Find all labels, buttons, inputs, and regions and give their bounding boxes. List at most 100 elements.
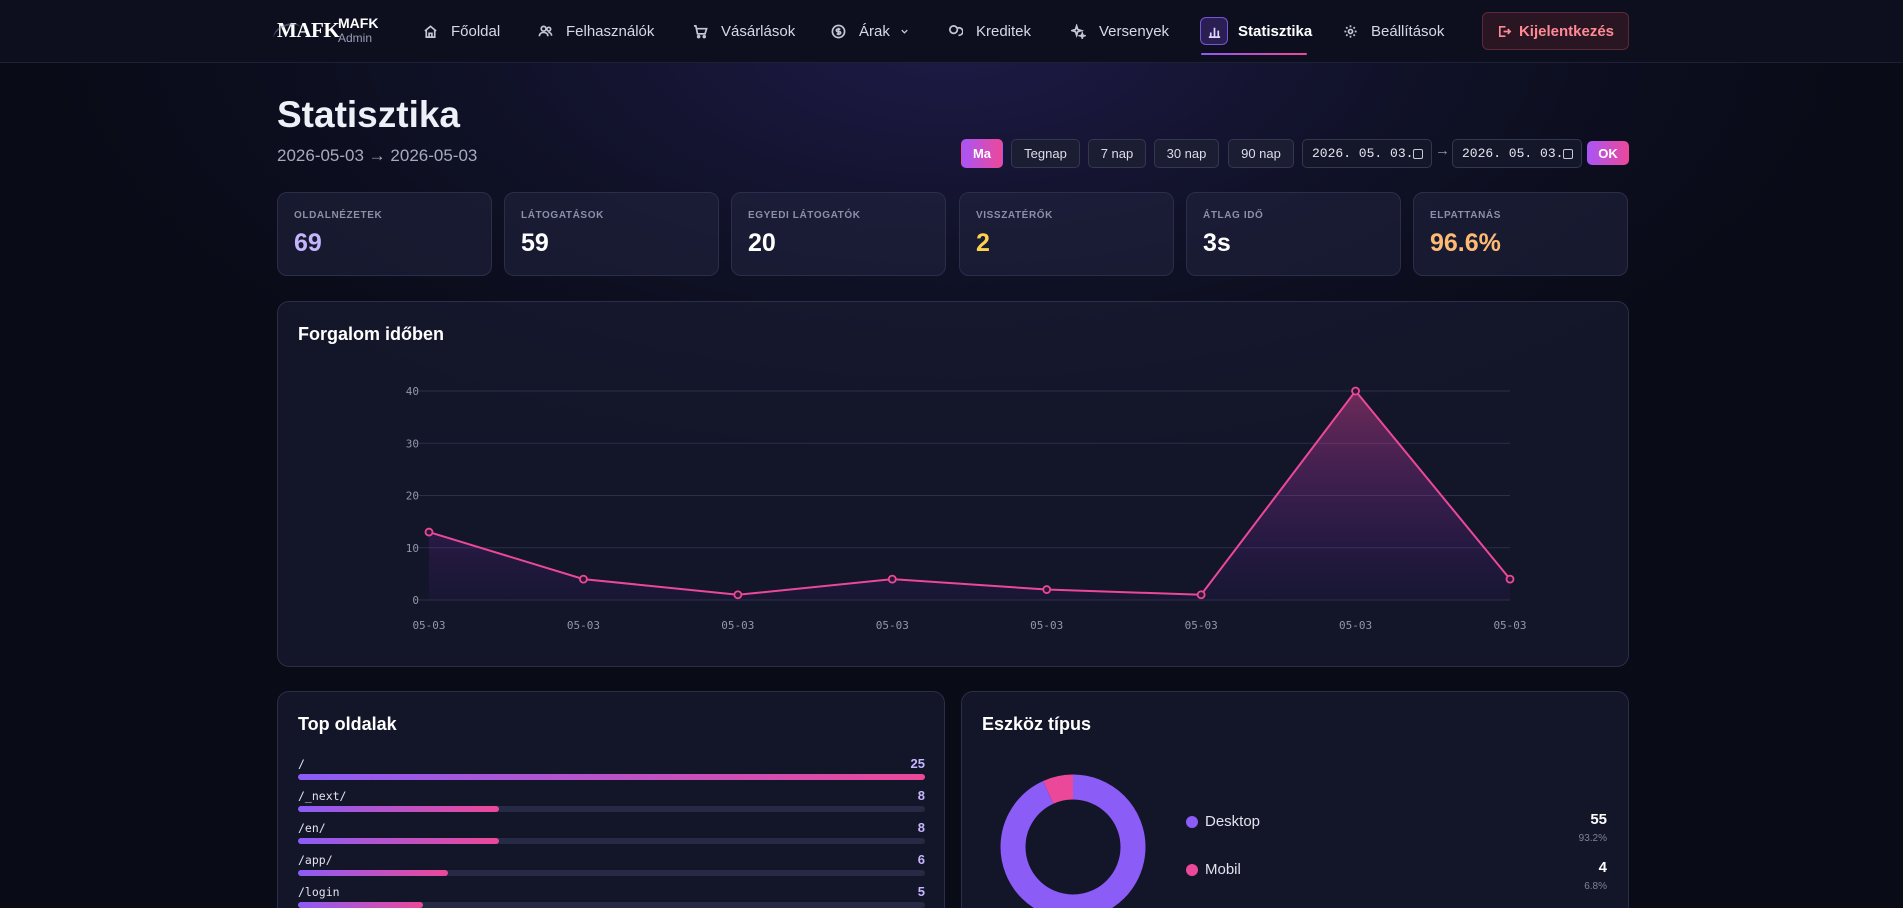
cart-icon: [693, 24, 708, 38]
nav-item-statistics[interactable]: Statisztika: [1200, 14, 1312, 48]
stat-value: 59: [521, 229, 549, 257]
progress-track: [298, 806, 925, 812]
progress-fill: [298, 902, 424, 908]
stat-label: OLDALNÉZETEK: [294, 210, 383, 221]
progress-track: [298, 902, 925, 908]
data-point[interactable]: [1351, 386, 1360, 396]
stat-value: 69: [294, 229, 322, 257]
progress-fill: [298, 806, 499, 812]
data-point[interactable]: [1042, 585, 1052, 594]
page-title: Statisztika: [277, 94, 461, 135]
stat-label: LÁTOGATÁSOK: [521, 210, 604, 221]
page-path: /en/: [298, 821, 326, 835]
nav-item-home[interactable]: Főoldal: [423, 14, 500, 48]
nav-item-prices[interactable]: Árak: [831, 14, 910, 48]
bar-chart-icon: [1208, 27, 1220, 38]
range-button-30-days[interactable]: 30 nap: [1154, 139, 1219, 168]
traffic-chart-panel: Forgalom időben 0 10 20 30 40 05-03 05-03 05-0…: [277, 301, 1629, 667]
nav-item-competitions[interactable]: Versenyek: [1071, 14, 1169, 48]
nav-item-users[interactable]: Felhasználók: [538, 14, 654, 48]
brand[interactable]: MAFK MAFK Admin: [277, 15, 378, 46]
home-icon: [424, 24, 437, 38]
progress-fill: [298, 774, 925, 780]
y-tick-label: 20: [406, 490, 419, 503]
page-count: 6: [917, 852, 925, 867]
device-legend-desktop: Desktop 55 93.2%: [1185, 811, 1607, 845]
page-count: 25: [910, 756, 925, 771]
nav-item-label: Árak: [859, 22, 890, 40]
top-page-row[interactable]: /_next/8: [298, 788, 925, 815]
brand-title: MAFK: [338, 15, 379, 31]
data-point[interactable]: [1196, 590, 1206, 600]
progress-fill: [298, 870, 449, 876]
stat-value: 20: [748, 229, 776, 257]
brand-subtitle: Admin: [338, 31, 373, 45]
nav-item-label: Beállítások: [1371, 22, 1445, 40]
legend-percent: 6.8%: [1584, 881, 1607, 892]
nav-item-label: Felhasználók: [566, 22, 655, 40]
panel-title: Forgalom időben: [298, 324, 444, 344]
data-point[interactable]: [1505, 574, 1515, 584]
stat-card-returning: VISSZATÉRŐK 2: [959, 192, 1174, 276]
range-button-today[interactable]: Ma: [961, 139, 1003, 168]
donut-slice-mobil[interactable]: [1000, 774, 1146, 908]
data-point[interactable]: [424, 527, 434, 537]
top-page-row[interactable]: /en/8: [298, 820, 925, 847]
progress-track: [298, 870, 925, 876]
nav-item-settings[interactable]: Beállítások: [1343, 14, 1444, 48]
page-path: /login: [298, 885, 340, 899]
stat-card-avg-time: ÁTLAG IDŐ 3s: [1186, 192, 1401, 276]
calendar-icon[interactable]: [1563, 149, 1573, 159]
y-tick-label: 0: [412, 594, 419, 607]
range-button-90-days[interactable]: 90 nap: [1228, 139, 1294, 168]
active-tab-indicator: [1201, 53, 1307, 55]
calendar-icon[interactable]: [1413, 149, 1423, 159]
apply-range-button[interactable]: OK: [1587, 141, 1629, 165]
nav-item-credits[interactable]: Kreditek: [948, 14, 1031, 48]
top-page-row[interactable]: /app/6: [298, 852, 925, 879]
logout-icon: [1498, 25, 1512, 37]
legend-percent: 93.2%: [1578, 833, 1607, 844]
nav-item-purchases[interactable]: Vásárlások: [693, 14, 795, 48]
x-tick-label: 05-03: [876, 619, 909, 632]
stat-card-bounce: ELPATTANÁS 96.6%: [1413, 192, 1628, 276]
device-type-panel: Eszköz típus: [961, 691, 1629, 908]
logout-button[interactable]: Kijelentkezés: [1482, 12, 1629, 50]
x-tick-label: 05-03: [412, 619, 445, 632]
date-from-input[interactable]: 2026. 05. 03.: [1302, 139, 1432, 168]
x-tick-label: 05-03: [721, 619, 754, 632]
donut-slice-desktop[interactable]: [1000, 774, 1146, 908]
stat-value: 96.6%: [1430, 229, 1501, 257]
range-button-yesterday[interactable]: Tegnap: [1011, 139, 1080, 168]
legend-value: 55: [1590, 811, 1607, 828]
page-count: 8: [917, 820, 925, 835]
top-pages-panel: Top oldalak / 25 /_next/8/en/8/app/6/login…: [277, 691, 945, 908]
legend-name: Mobil: [1205, 861, 1241, 878]
date-to-value: 2026. 05. 03.: [1462, 146, 1564, 161]
data-point[interactable]: [579, 574, 588, 584]
nav-item-label: Főoldal: [451, 22, 501, 40]
page-count: 5: [917, 884, 925, 899]
legend-value: 4: [1598, 859, 1607, 876]
progress-track: [298, 838, 925, 844]
range-button-7-days[interactable]: 7 nap: [1088, 139, 1146, 168]
page-path: /_next/: [298, 789, 347, 803]
x-tick-label: 05-03: [567, 619, 600, 632]
x-tick-label: 05-03: [1185, 619, 1218, 632]
stat-card-visits: LÁTOGATÁSOK 59: [504, 192, 719, 276]
stat-label: EGYEDI LÁTOGATÓK: [748, 210, 861, 221]
users-icon: [538, 25, 553, 36]
gear-icon: [1344, 24, 1357, 38]
progress-track: [298, 774, 925, 780]
legend-dot: [1186, 816, 1198, 828]
data-point[interactable]: [887, 574, 897, 584]
nav-item-label: Versenyek: [1099, 22, 1170, 40]
data-point[interactable]: [733, 590, 743, 600]
traffic-line: [428, 389, 1511, 596]
date-to-input[interactable]: 2026. 05. 03.: [1452, 139, 1582, 168]
panel-title: Eszköz típus: [982, 714, 1092, 734]
top-page-row[interactable]: /login 5: [298, 884, 925, 908]
stat-label: VISSZATÉRŐK: [976, 210, 1053, 221]
panel-title: Top oldalak: [298, 714, 397, 734]
top-page-row[interactable]: / 25: [298, 756, 925, 783]
